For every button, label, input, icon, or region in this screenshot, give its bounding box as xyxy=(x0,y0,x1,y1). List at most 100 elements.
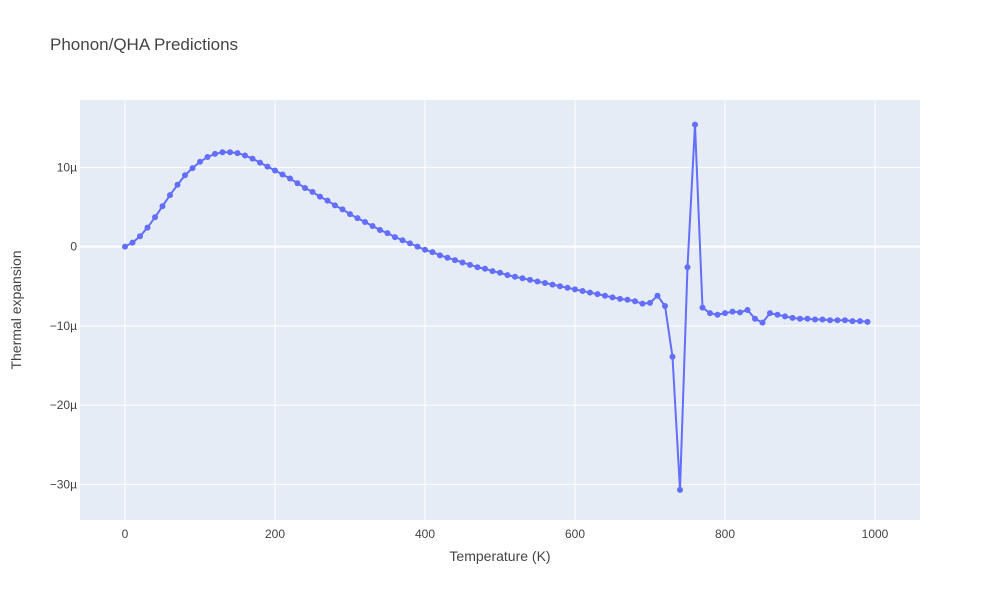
x-axis-title: Temperature (K) xyxy=(449,548,550,564)
data-point xyxy=(392,234,398,241)
chart-title: Phonon/QHA Predictions xyxy=(50,35,238,54)
data-point xyxy=(437,252,443,259)
data-point xyxy=(407,240,413,247)
series-layer xyxy=(122,121,871,493)
data-point xyxy=(444,254,451,261)
x-axis-tick-labels: 0 200 400 600 800 1000 xyxy=(122,527,889,541)
data-point xyxy=(752,315,758,322)
data-point xyxy=(707,310,713,317)
y-tick-label: −30µ xyxy=(50,477,77,491)
data-point xyxy=(669,353,676,360)
data-point xyxy=(857,318,863,325)
data-point xyxy=(287,175,293,182)
data-point xyxy=(189,165,196,172)
data-point xyxy=(557,283,563,290)
data-point xyxy=(129,239,136,246)
data-point xyxy=(624,296,631,303)
data-point xyxy=(527,276,533,283)
x-tick-label: 400 xyxy=(415,527,435,541)
data-point xyxy=(579,287,586,294)
data-point xyxy=(257,159,263,166)
data-point xyxy=(729,308,736,315)
data-point xyxy=(167,192,173,199)
data-point xyxy=(152,214,158,221)
data-point xyxy=(122,243,128,250)
data-point xyxy=(204,154,211,161)
data-point xyxy=(249,155,256,162)
data-point xyxy=(474,264,481,271)
data-point xyxy=(504,272,511,279)
data-point xyxy=(834,317,841,324)
data-point xyxy=(144,224,151,231)
data-point xyxy=(279,171,286,178)
data-point xyxy=(399,237,406,244)
data-point xyxy=(362,219,368,226)
data-point xyxy=(692,121,698,128)
data-point xyxy=(309,188,316,195)
data-point xyxy=(864,318,871,325)
data-point xyxy=(677,486,683,493)
data-point xyxy=(332,202,338,209)
data-point xyxy=(414,243,421,250)
x-tick-label: 0 xyxy=(122,527,129,541)
data-point xyxy=(722,310,728,317)
data-point xyxy=(197,158,203,165)
data-point xyxy=(639,300,646,307)
data-point xyxy=(182,172,188,179)
data-point xyxy=(827,317,833,324)
data-point xyxy=(212,150,218,157)
data-point xyxy=(714,311,721,318)
data-point xyxy=(339,206,346,213)
data-point xyxy=(662,303,668,310)
x-tick-label: 200 xyxy=(265,527,285,541)
data-point xyxy=(542,280,548,287)
data-point xyxy=(227,149,233,156)
data-point xyxy=(797,315,803,322)
data-point xyxy=(369,223,376,229)
data-point xyxy=(354,215,361,222)
data-point xyxy=(242,152,248,159)
data-point xyxy=(699,304,706,311)
data-point xyxy=(812,316,818,323)
data-point xyxy=(467,261,473,268)
y-axis-tick-labels: −30µ −20µ −10µ 0 10µ xyxy=(50,160,78,491)
data-point xyxy=(617,295,623,302)
data-point xyxy=(347,211,353,218)
data-point xyxy=(654,292,661,299)
y-axis-title: Thermal expansion xyxy=(8,250,24,369)
plot-area xyxy=(80,100,920,520)
y-tick-label: 10µ xyxy=(57,160,77,174)
data-point xyxy=(422,246,428,253)
x-tick-label: 800 xyxy=(715,527,735,541)
data-point xyxy=(632,298,638,305)
data-point xyxy=(429,249,436,256)
data-point xyxy=(159,203,166,210)
data-point xyxy=(804,315,811,322)
data-point xyxy=(647,299,653,306)
data-point xyxy=(519,275,526,282)
data-point xyxy=(264,163,271,170)
data-point xyxy=(789,314,796,321)
data-point xyxy=(459,259,466,266)
data-point xyxy=(759,319,766,326)
y-gridlines xyxy=(80,166,920,485)
data-point xyxy=(774,311,781,318)
data-point xyxy=(587,289,593,296)
data-point xyxy=(512,273,518,280)
data-point xyxy=(294,180,301,187)
data-point xyxy=(684,264,691,271)
data-point xyxy=(377,226,383,233)
data-point xyxy=(234,150,241,157)
data-point xyxy=(842,317,848,324)
data-point xyxy=(317,193,323,200)
data-point xyxy=(219,149,226,156)
data-point xyxy=(174,181,181,188)
data-point xyxy=(564,284,571,291)
data-point xyxy=(849,318,856,325)
x-tick-label: 600 xyxy=(565,527,585,541)
data-point xyxy=(549,281,556,288)
data-point xyxy=(594,291,601,298)
data-point xyxy=(602,292,608,299)
data-point xyxy=(819,316,826,323)
data-point xyxy=(272,167,278,174)
